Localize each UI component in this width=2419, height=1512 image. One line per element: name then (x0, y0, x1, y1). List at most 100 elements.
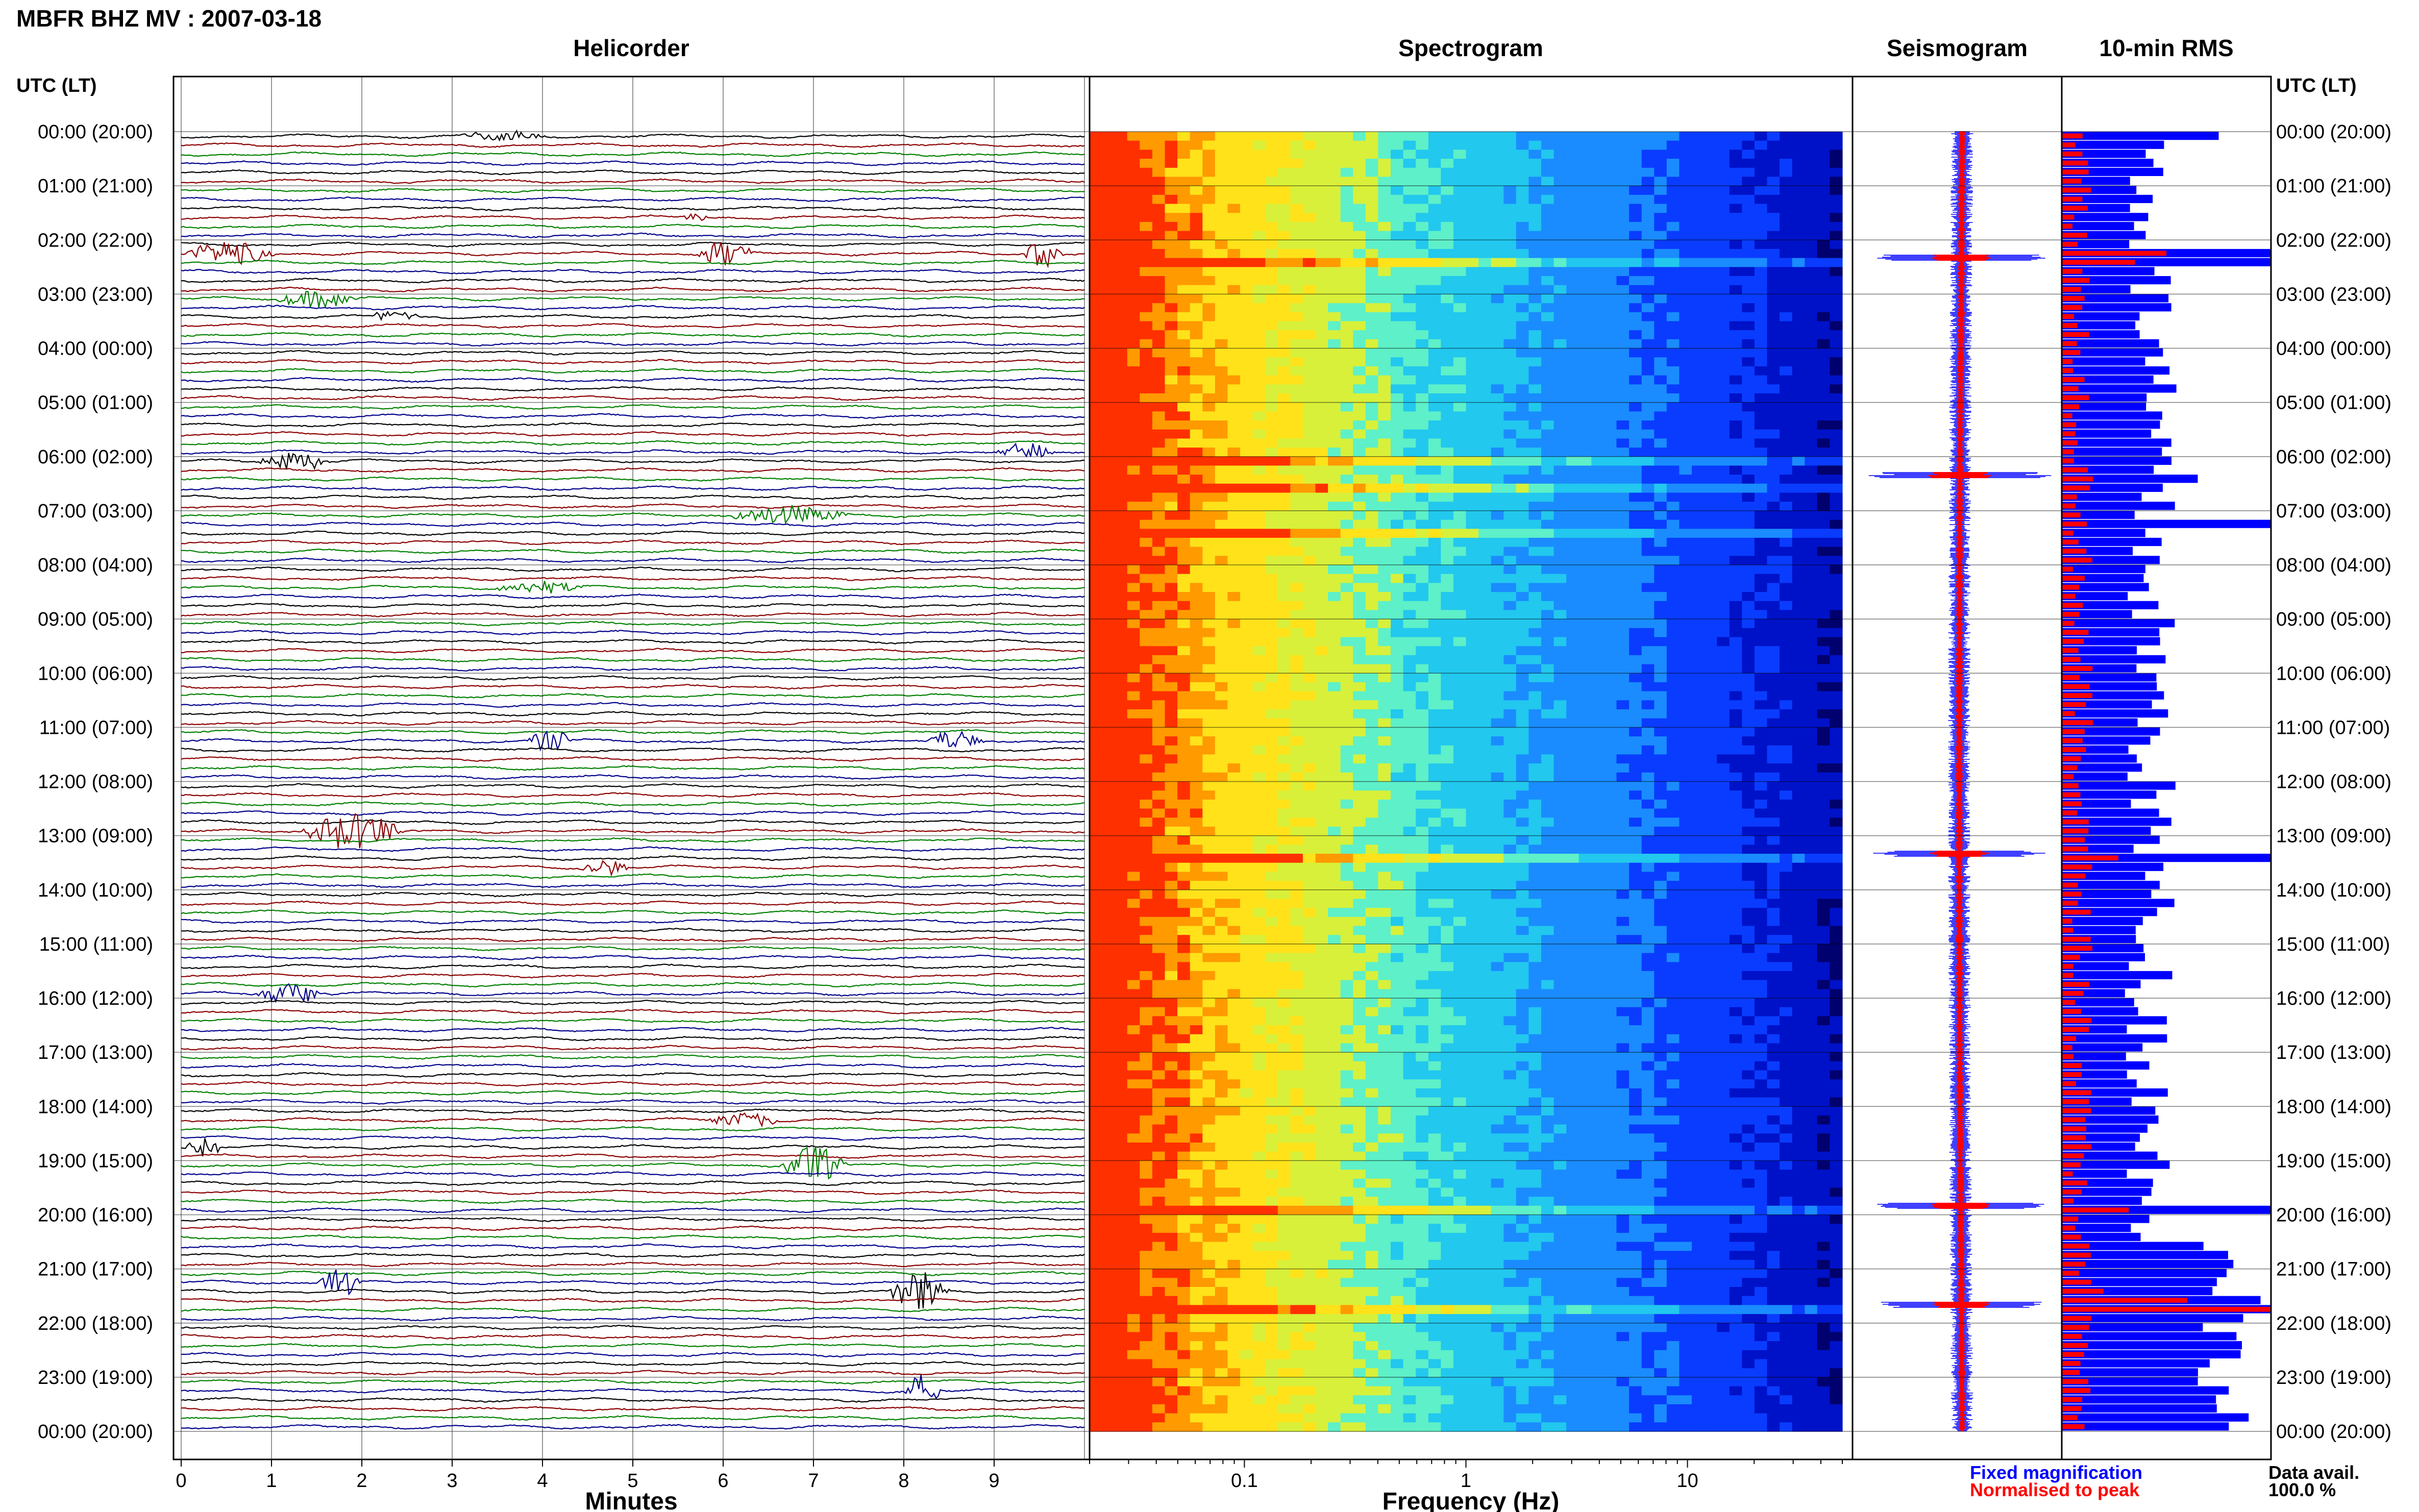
spectrogram-cell (1729, 637, 1742, 647)
spectrogram-cell (1780, 574, 1793, 583)
spectrogram-cell (1215, 276, 1228, 286)
spectrogram-cell (1603, 456, 1617, 466)
spectrogram-cell (1391, 167, 1404, 178)
rms-title: 10-min RMS (2099, 35, 2233, 61)
spectrogram-cell (1416, 510, 1429, 520)
spectrogram-cell (1391, 150, 1404, 159)
spectrogram-cell (1202, 186, 1216, 195)
spectrogram-cell (1805, 213, 1818, 222)
spectrogram-cell (1805, 475, 1818, 484)
spectrogram-cell (1466, 384, 1479, 394)
spectrogram-cell (1165, 718, 1178, 728)
spectrogram-cell (1478, 303, 1492, 313)
spectrogram-cell (1152, 510, 1166, 520)
spectrogram-cell (1817, 808, 1830, 818)
spectrogram-cell (1654, 547, 1667, 556)
spectrogram-cell (1353, 132, 1366, 141)
spectrogram-cell (1578, 249, 1592, 259)
spectrogram-cell (1478, 420, 1492, 430)
spectrogram-cell (1830, 519, 1843, 529)
spectrogram-cell (1215, 817, 1228, 827)
spectrogram-cell (1202, 258, 1216, 267)
spectrogram-cell (1453, 619, 1467, 629)
spectrogram-cell (1140, 393, 1153, 403)
spectrogram-cell (1353, 429, 1366, 439)
spectrogram-cell (1215, 790, 1228, 800)
spectrogram-cell (1503, 691, 1517, 701)
spectrogram-cell (1265, 366, 1278, 376)
spectrogram-cell (1591, 835, 1605, 845)
spectrogram-cell (1202, 835, 1216, 845)
spectrogram-cell (1102, 213, 1115, 222)
spectrogram-cell (1315, 736, 1328, 746)
spectrogram-cell (1704, 303, 1717, 313)
spectrogram-cell (1152, 637, 1166, 647)
spectrogram-cell (1516, 276, 1529, 286)
spectrogram-cell (1616, 583, 1630, 592)
spectrogram-cell (1704, 845, 1717, 854)
spectrogram-cell (1528, 366, 1542, 376)
spectrogram-cell (1428, 167, 1441, 178)
spectrogram-cell (1277, 285, 1291, 294)
spectrogram-cell (1742, 502, 1755, 511)
spectrogram-cell (1428, 754, 1441, 764)
spectrogram-cell (1177, 835, 1191, 845)
spectrogram-cell (1566, 565, 1579, 575)
spectrogram-cell (1265, 529, 1278, 538)
spectrogram-cell (1591, 565, 1605, 575)
spectrogram-cell (1666, 167, 1680, 178)
spectrogram-cell (1115, 348, 1128, 358)
spectrogram-cell (1315, 637, 1328, 647)
spectrogram-cell (1177, 601, 1191, 611)
spectrogram-cell (1115, 213, 1128, 222)
spectrogram-cell (1528, 619, 1542, 629)
spectrogram-cell (1817, 303, 1830, 313)
spectrogram-cell (1165, 357, 1178, 367)
spectrogram-cell (1553, 854, 1567, 863)
spectrogram-cell (1215, 529, 1228, 538)
spectrogram-cell (1466, 763, 1479, 773)
spectrogram-cell (1115, 150, 1128, 159)
spectrogram-cell (1265, 167, 1278, 178)
spectrogram-cell (1566, 438, 1579, 448)
spectrogram-cell (1754, 159, 1768, 168)
spectrogram-cell (1277, 718, 1291, 728)
spectrogram-cell (1742, 276, 1755, 286)
spectrogram-cell (1365, 330, 1378, 340)
spectrogram-cell (1441, 790, 1454, 800)
spectrogram-cell (1641, 384, 1655, 394)
spectrogram-cell (1127, 339, 1140, 349)
spectrogram-cell (1115, 393, 1128, 403)
spectrogram-cell (1654, 402, 1667, 412)
spectrogram-cell (1290, 817, 1303, 827)
spectrogram-cell (1692, 826, 1705, 836)
spectrogram-cell (1215, 267, 1228, 277)
spectrogram-cell (1391, 475, 1404, 484)
spectrogram-cell (1090, 465, 1103, 475)
spectrogram-cell (1177, 781, 1191, 791)
spectrogram-cell (1202, 646, 1216, 656)
spectrogram-cell (1629, 483, 1642, 493)
spectrogram-cell (1428, 249, 1441, 259)
spectrogram-cell (1202, 384, 1216, 394)
spectrogram-cell (1152, 204, 1166, 213)
spectrogram-cell (1805, 673, 1818, 683)
spectrogram-cell (1591, 276, 1605, 286)
spectrogram-cell (1541, 204, 1554, 213)
spectrogram-cell (1428, 194, 1441, 205)
spectrogram-cell (1767, 574, 1780, 583)
spectrogram-cell (1503, 502, 1517, 511)
spectrogram-cell (1616, 465, 1630, 475)
spectrogram-cell (1453, 835, 1467, 845)
spectrogram-cell (1466, 267, 1479, 277)
spectrogram-cell (1742, 267, 1755, 277)
spectrogram-cell (1416, 384, 1429, 394)
spectrogram-cell (1629, 456, 1642, 466)
spectrogram-cell (1541, 321, 1554, 331)
spectrogram-cell (1629, 438, 1642, 448)
spectrogram-cell (1692, 150, 1705, 159)
spectrogram-cell (1453, 664, 1467, 674)
spectrogram-cell (1441, 556, 1454, 565)
spectrogram-cell (1629, 492, 1642, 502)
spectrogram-cell (1277, 312, 1291, 322)
